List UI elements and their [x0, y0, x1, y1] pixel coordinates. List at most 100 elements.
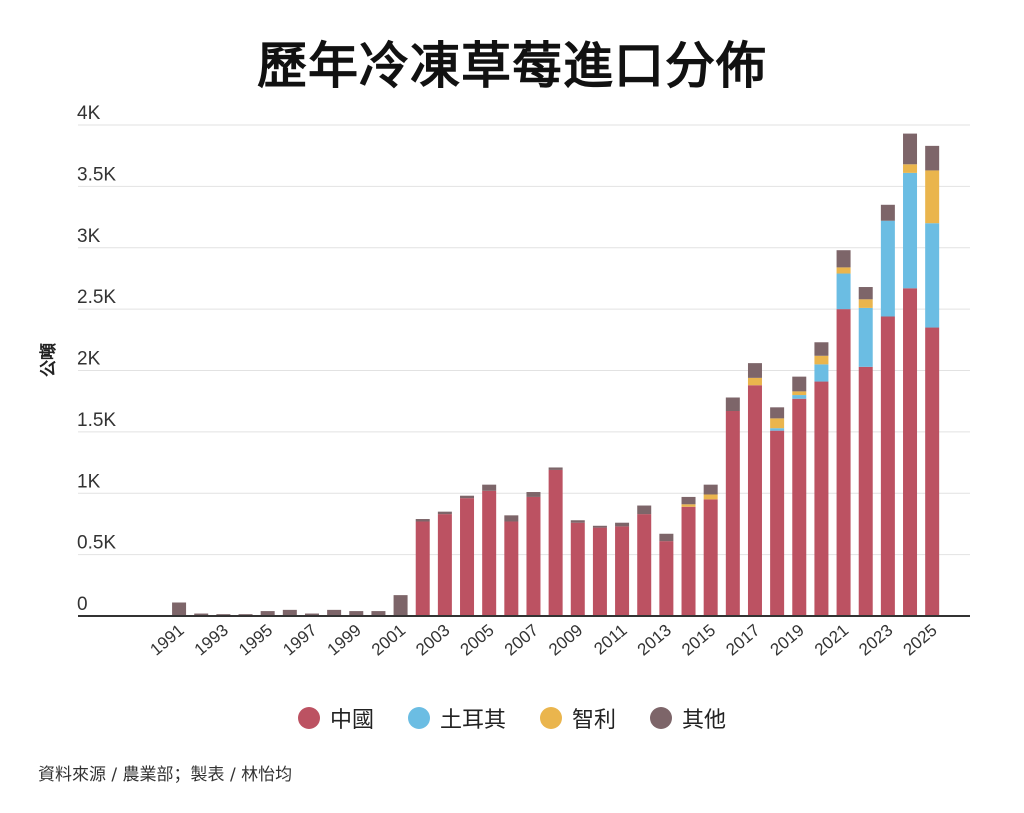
y-tick-label: 3K: [77, 226, 101, 247]
legend-label: 其他: [682, 708, 727, 733]
bar-segment-other-2009: [570, 520, 585, 523]
bar-segment-other-2024: [903, 133, 918, 165]
bar-segment-other-2001: [393, 595, 408, 616]
legend-label: 智利: [572, 708, 617, 733]
bar-segment-other-2020: [814, 342, 829, 356]
bar-segment-china-2009: [570, 522, 585, 616]
bar-segment-china-2024: [903, 288, 918, 616]
bar-segment-other-2015: [703, 484, 718, 495]
bar-segment-turkey-2025: [925, 223, 940, 328]
bar-segment-other-2003: [437, 511, 452, 515]
x-tick-label: 2005: [457, 621, 498, 660]
bar-segment-chile-2024: [903, 164, 918, 173]
x-tick-label: 2009: [545, 621, 586, 660]
legend: 中國 土耳其 智利 其他: [0, 702, 1024, 734]
bar-segment-chile-2025: [925, 170, 940, 224]
bar-segment-chile-2015: [703, 494, 718, 500]
bar-segment-other-2016: [725, 397, 740, 412]
x-tick-label: 2021: [811, 621, 852, 660]
y-tick-label: 1K: [77, 471, 101, 492]
y-tick-label: 2.5K: [77, 287, 116, 308]
x-tick-label: 2017: [722, 621, 763, 660]
gridlines: [78, 124, 970, 556]
bars: [172, 133, 940, 616]
x-tick-label: 2003: [412, 621, 453, 660]
bar-segment-china-2022: [858, 366, 873, 616]
legend-swatch: [407, 707, 430, 729]
legend-item-other: 其他: [650, 702, 726, 734]
bar-segment-china-2016: [725, 411, 740, 616]
legend-swatch: [650, 707, 673, 729]
bar-segment-chile-2020: [814, 355, 829, 365]
x-axis-ticks: 1991 1993 1995 1997 1999 2001 2003 2005 2007 2009…: [146, 621, 940, 660]
source-note: 資料來源 / 農業部；製表 / 林怡均: [38, 765, 293, 785]
legend-swatch: [540, 707, 562, 729]
bar-segment-other-2019: [792, 376, 807, 392]
bar-segment-china-2011: [615, 526, 630, 616]
legend-label: 中國: [329, 708, 374, 733]
bar-segment-other-1998: [327, 609, 342, 616]
bar-segment-turkey-2018: [770, 428, 785, 431]
bar-segment-other-1991: [172, 602, 187, 616]
x-tick-label: 1999: [324, 621, 365, 660]
bar-segment-chile-2014: [681, 504, 696, 507]
bar-segment-chile-2021: [836, 267, 851, 274]
bar-segment-other-2017: [747, 363, 762, 378]
bar-segment-other-2000: [371, 611, 386, 616]
bar-segment-other-2013: [659, 533, 674, 542]
bar-segment-china-2017: [747, 385, 762, 616]
bar-segment-chile-2017: [747, 377, 762, 386]
y-tick-label: 1.5K: [77, 410, 116, 431]
bar-segment-other-2010: [592, 525, 607, 528]
bar-segment-other-2002: [415, 519, 430, 522]
legend-item-turkey: 土耳其: [407, 702, 506, 734]
bar-segment-other-2012: [637, 505, 652, 515]
chart-title: 歷年冷凍草莓進口分佈: [257, 37, 767, 95]
bar-segment-chile-2018: [770, 418, 785, 429]
legend-label: 土耳其: [439, 708, 506, 733]
bar-segment-turkey-2024: [903, 172, 918, 289]
x-tick-label: 2011: [590, 621, 630, 659]
x-tick-label: 2001: [368, 621, 409, 660]
y-tick-label: 0.5K: [77, 533, 116, 554]
bar-segment-turkey-2021: [836, 273, 851, 310]
legend-item-chile: 智利: [540, 702, 616, 734]
bar-segment-china-2014: [681, 506, 696, 616]
bar-segment-china-2012: [637, 514, 652, 616]
x-tick-label: 2015: [678, 621, 719, 660]
bar-segment-china-2005: [482, 490, 497, 616]
x-tick-label: 2019: [767, 621, 808, 660]
x-tick-label: 2023: [855, 621, 896, 660]
bar-segment-china-2021: [836, 309, 851, 616]
bar-segment-other-2014: [681, 496, 696, 505]
bar-segment-china-2010: [592, 527, 607, 616]
bar-segment-china-2018: [770, 430, 785, 616]
x-tick-label: 1995: [235, 621, 276, 660]
bar-segment-china-2015: [703, 499, 718, 616]
bar-segment-other-2018: [770, 407, 785, 419]
bar-segment-other-2011: [615, 522, 630, 527]
bar-segment-china-2025: [925, 327, 940, 616]
bar-segment-china-2023: [880, 316, 895, 616]
bar-segment-china-2013: [659, 541, 674, 616]
bar-segment-china-2002: [415, 521, 430, 616]
x-tick-label: 2025: [900, 621, 941, 660]
bar-segment-other-2005: [482, 484, 497, 491]
bar-segment-other-1997: [304, 613, 319, 616]
y-axis-ticks: 0 0.5K 1K 1.5K 2K 2.5K 3K 3.5K 4K: [77, 103, 116, 615]
y-tick-label: 4K: [77, 103, 101, 124]
legend-item-china: 中國: [297, 702, 374, 734]
bar-segment-other-1995: [260, 611, 275, 616]
bar-segment-chile-2022: [858, 299, 873, 308]
legend-swatch: [297, 707, 320, 729]
bar-segment-china-2003: [437, 514, 452, 616]
bar-segment-turkey-2022: [858, 307, 873, 367]
y-tick-label: 3.5K: [77, 164, 116, 185]
bar-segment-other-2004: [460, 495, 475, 499]
bar-segment-other-2025: [925, 145, 940, 171]
bar-segment-other-1992: [194, 613, 209, 616]
bar-segment-turkey-2020: [814, 364, 829, 382]
x-tick-label: 2013: [634, 621, 675, 660]
bar-segment-other-2021: [836, 250, 851, 268]
